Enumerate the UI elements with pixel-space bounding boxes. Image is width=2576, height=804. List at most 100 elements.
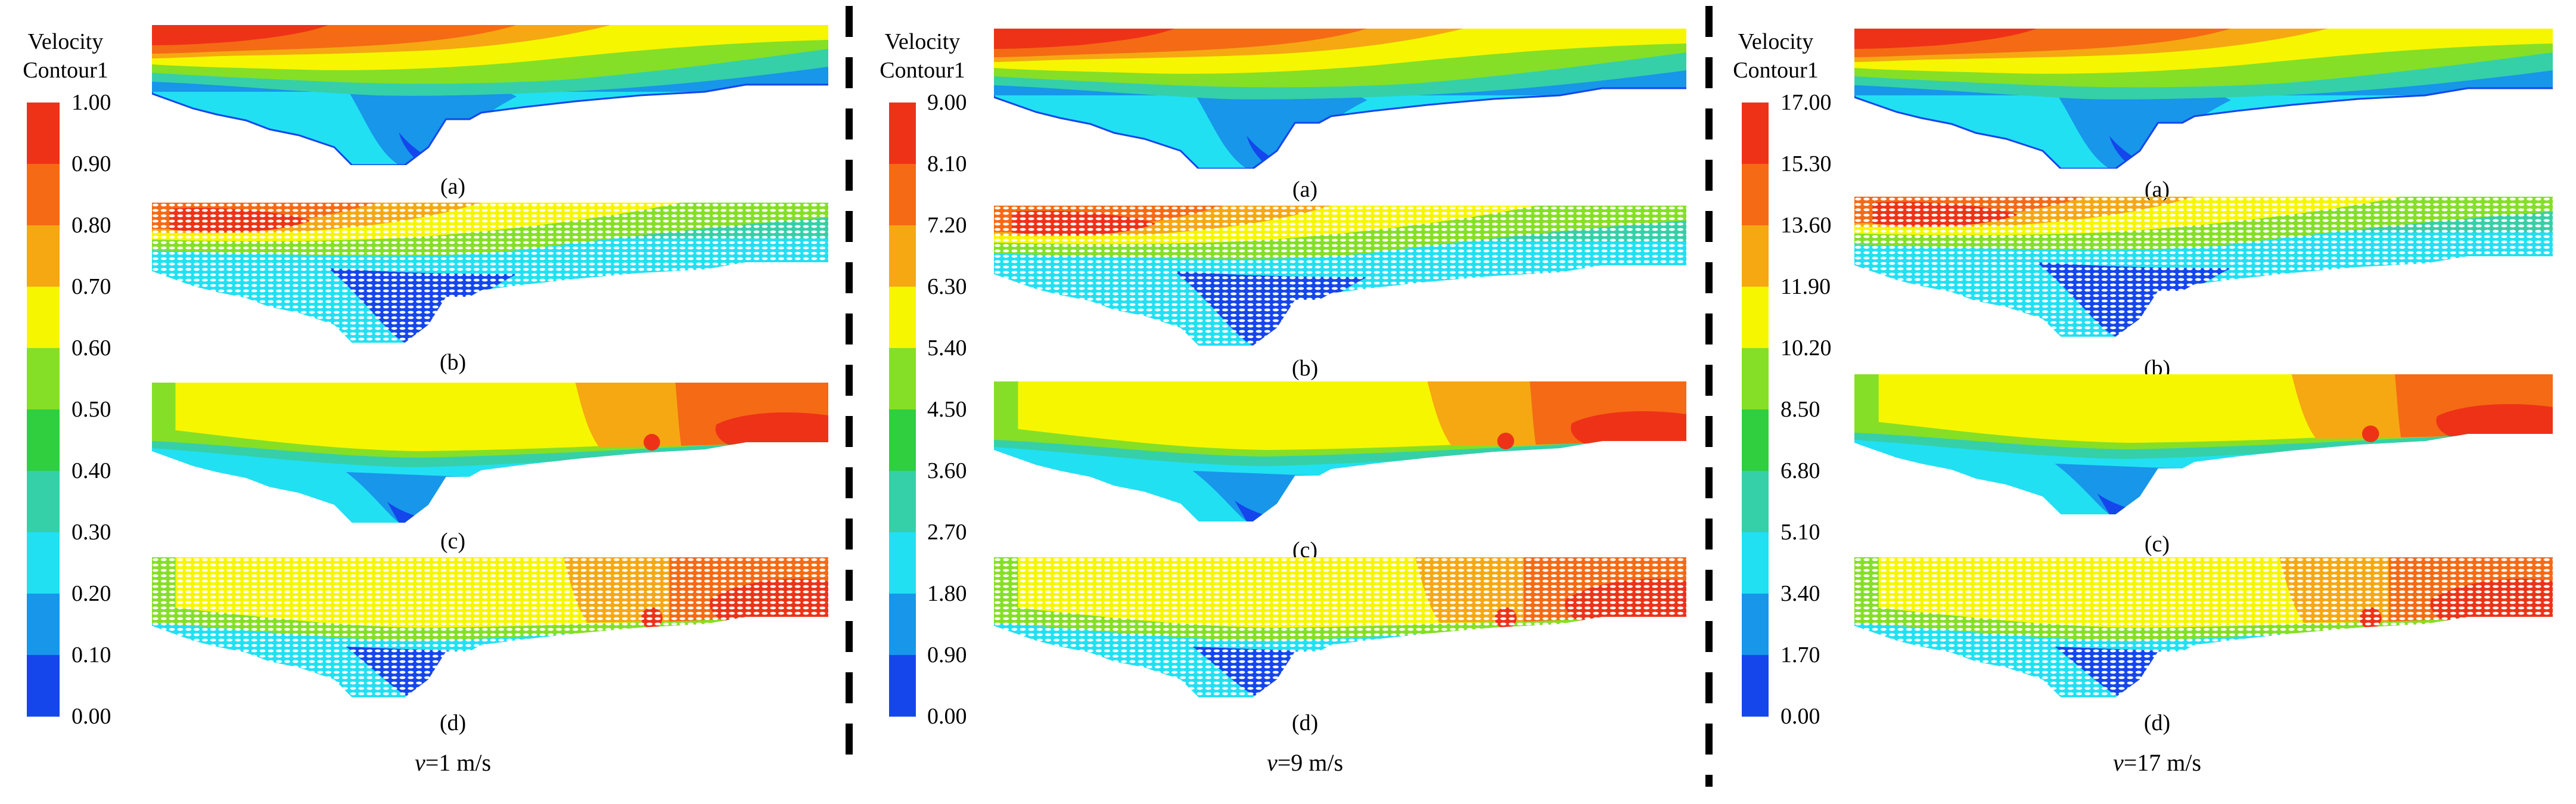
colorbar-band (27, 471, 60, 533)
panel-d-vectors (994, 557, 1686, 697)
colorbar-band (1742, 409, 1769, 471)
speed-symbol: v (1267, 749, 1278, 776)
speed-value: =17 m/s (2124, 749, 2201, 776)
legend-tick: 15.30 (1780, 151, 1832, 176)
panel-label-a: (a) (440, 174, 465, 199)
colorbar-band (889, 532, 916, 594)
legend-tick: 5.10 (1780, 520, 1820, 545)
legend-tick: 0.60 (72, 336, 111, 361)
colorbar-band (1742, 532, 1769, 594)
panel-a-contour (152, 25, 828, 165)
colorbar-band (1742, 594, 1769, 656)
legend-title-line1: Velocity (28, 29, 104, 54)
legend-tick: 7.20 (927, 213, 967, 238)
speed-symbol: v (415, 749, 425, 776)
legend-tick: 9.00 (927, 90, 967, 115)
panel-a-contour (1854, 29, 2553, 169)
legend-tick: 4.50 (927, 397, 967, 422)
colorbar-band (27, 348, 60, 410)
legend-tick: 8.10 (927, 151, 967, 176)
legend-tick: 0.90 (72, 151, 111, 176)
legend-colorbar (1742, 103, 1769, 717)
legend-tick: 0.00 (72, 704, 111, 729)
speed-caption: v=17 m/s (2113, 749, 2201, 776)
colorbar-band (27, 532, 60, 594)
colorbar-band (27, 594, 60, 656)
colorbar-band (1742, 655, 1769, 717)
colorbar-band (889, 655, 916, 717)
legend-colorbar (27, 103, 60, 717)
legend-tick: 0.20 (72, 581, 111, 606)
legend: Velocity Contour1 9.00 8.10 7.20 6.30 5.… (880, 29, 967, 729)
legend-tick: 0.30 (72, 520, 111, 545)
panel-a-contour (994, 29, 1686, 169)
colorbar-band (1742, 471, 1769, 533)
legend-title-line1: Velocity (885, 29, 961, 54)
colorbar-band (1742, 103, 1769, 164)
legend-tick: 1.00 (72, 90, 111, 115)
legend-tick-labels: 17.00 15.30 13.60 11.90 10.20 8.50 6.80 … (1780, 90, 1832, 729)
panel-c-contour (152, 383, 828, 523)
colorbar-band (27, 287, 60, 349)
column-v1: Velocity Contour1 1.00 0.90 0.80 0.70 0.… (23, 25, 828, 776)
colorbar-band (1742, 348, 1769, 410)
legend: Velocity Contour1 1.00 0.90 0.80 0.70 0.… (23, 29, 111, 729)
legend-tick: 6.30 (927, 274, 967, 299)
legend-tick: 0.10 (72, 642, 111, 668)
legend-tick: 10.20 (1780, 336, 1832, 361)
legend-title-line2: Contour1 (23, 58, 108, 83)
speed-caption: v=1 m/s (415, 749, 491, 776)
legend-tick: 2.70 (927, 520, 967, 545)
colorbar-band (1742, 287, 1769, 349)
panel-d-vectors (1854, 557, 2553, 697)
legend-tick: 0.00 (927, 704, 967, 729)
colorbar-band (889, 225, 916, 287)
legend-tick: 0.00 (1780, 704, 1820, 729)
legend-tick: 0.80 (72, 213, 111, 238)
legend-tick: 3.40 (1780, 581, 1820, 606)
legend-tick: 17.00 (1780, 90, 1832, 115)
panel-label-b: (b) (440, 350, 466, 375)
colorbar-band (27, 655, 60, 717)
panel-b-vectors (152, 203, 828, 343)
legend-tick: 0.50 (72, 397, 111, 422)
panel-c-contour (1854, 374, 2553, 514)
column-v9: Velocity Contour1 9.00 8.10 7.20 6.30 5.… (880, 29, 1686, 776)
panel-label-c: (c) (2145, 532, 2170, 557)
column-v17: Velocity Contour1 17.00 15.30 13.60 11.9… (1733, 29, 2553, 776)
legend-tick: 0.40 (72, 458, 111, 483)
legend-tick: 0.70 (72, 274, 111, 299)
colorbar-band (27, 164, 60, 226)
speed-caption: v=9 m/s (1267, 749, 1343, 776)
colorbar-band (27, 409, 60, 471)
speed-value: =1 m/s (425, 749, 491, 776)
legend-tick: 3.60 (927, 458, 967, 483)
legend-title-line2: Contour1 (880, 58, 965, 83)
colorbar-band (1742, 225, 1769, 287)
panel-label-a: (a) (1292, 177, 1317, 202)
colorbar-band (889, 287, 916, 349)
legend-title-line2: Contour1 (1733, 58, 1819, 83)
legend: Velocity Contour1 17.00 15.30 13.60 11.9… (1733, 29, 1831, 729)
panel-b-vectors (1854, 197, 2553, 337)
speed-value: =9 m/s (1278, 749, 1343, 776)
panel-label-d: (d) (440, 710, 466, 735)
colorbar-band (889, 594, 916, 656)
legend-tick: 0.90 (927, 642, 967, 668)
legend-tick: 5.40 (927, 336, 967, 361)
panel-label-d: (d) (1292, 710, 1318, 735)
legend-tick-labels: 9.00 8.10 7.20 6.30 5.40 4.50 3.60 2.70 … (927, 90, 967, 729)
legend-tick: 6.80 (1780, 458, 1820, 483)
colorbar-band (27, 103, 60, 164)
colorbar-band (889, 348, 916, 410)
colorbar-band (889, 409, 916, 471)
panel-d-vectors (152, 557, 828, 697)
legend-tick: 1.70 (1780, 642, 1820, 668)
panel-label-c: (c) (440, 529, 465, 554)
colorbar-band (27, 225, 60, 287)
panel-label-b: (b) (1292, 356, 1318, 381)
panel-b-vectors (994, 206, 1686, 346)
legend-tick: 13.60 (1780, 213, 1832, 238)
legend-tick: 8.50 (1780, 397, 1820, 422)
colorbar-band (889, 471, 916, 533)
